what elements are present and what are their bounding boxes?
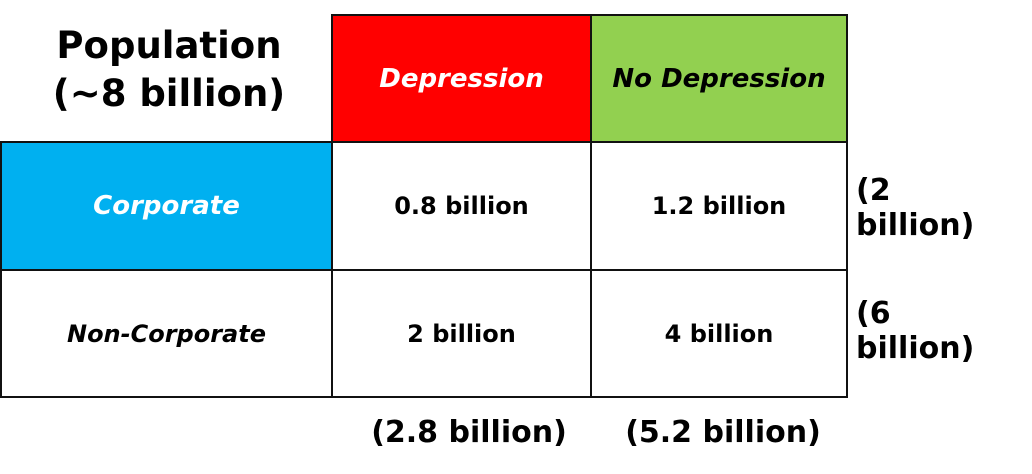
cell-corporate-depression: 0.8 billion	[331, 141, 592, 271]
cell-value: 1.2 billion	[651, 192, 787, 220]
cell-value: 4 billion	[664, 319, 774, 348]
row-total-non-corporate-text: (6 billion)	[856, 296, 975, 366]
cell-value: 2 billion	[407, 319, 516, 348]
column-total-depression: (2.8 billion)	[355, 408, 583, 456]
cell-value: 0.8 billion	[394, 192, 529, 220]
column-header-depression-label: Depression	[379, 63, 544, 94]
column-total-depression-text: (2.8 billion)	[371, 414, 567, 450]
row-total-corporate: (2 billion)	[856, 173, 1016, 243]
row-header-non-corporate: Non-Corporate	[0, 269, 333, 398]
population-title-line1: Population	[56, 24, 282, 67]
column-header-no-depression: No Depression	[590, 14, 848, 143]
column-total-no-depression-text: (5.2 billion)	[625, 414, 821, 450]
row-total-corporate-text: (2 billion)	[856, 173, 975, 243]
cell-non-corporate-no-depression: 4 billion	[590, 269, 848, 398]
row-header-corporate-label: Corporate	[93, 191, 240, 221]
population-title: Population (~8 billion)	[14, 22, 324, 118]
cell-corporate-no-depression: 1.2 billion	[590, 141, 848, 271]
column-header-no-depression-label: No Depression	[612, 63, 826, 94]
row-header-non-corporate-label: Non-Corporate	[66, 319, 266, 348]
row-header-corporate: Corporate	[0, 141, 333, 271]
column-header-depression: Depression	[331, 14, 592, 143]
column-total-no-depression: (5.2 billion)	[609, 408, 837, 456]
population-title-line2: (~8 billion)	[52, 72, 286, 115]
cell-non-corporate-depression: 2 billion	[331, 269, 592, 398]
row-total-non-corporate: (6 billion)	[856, 296, 1016, 366]
